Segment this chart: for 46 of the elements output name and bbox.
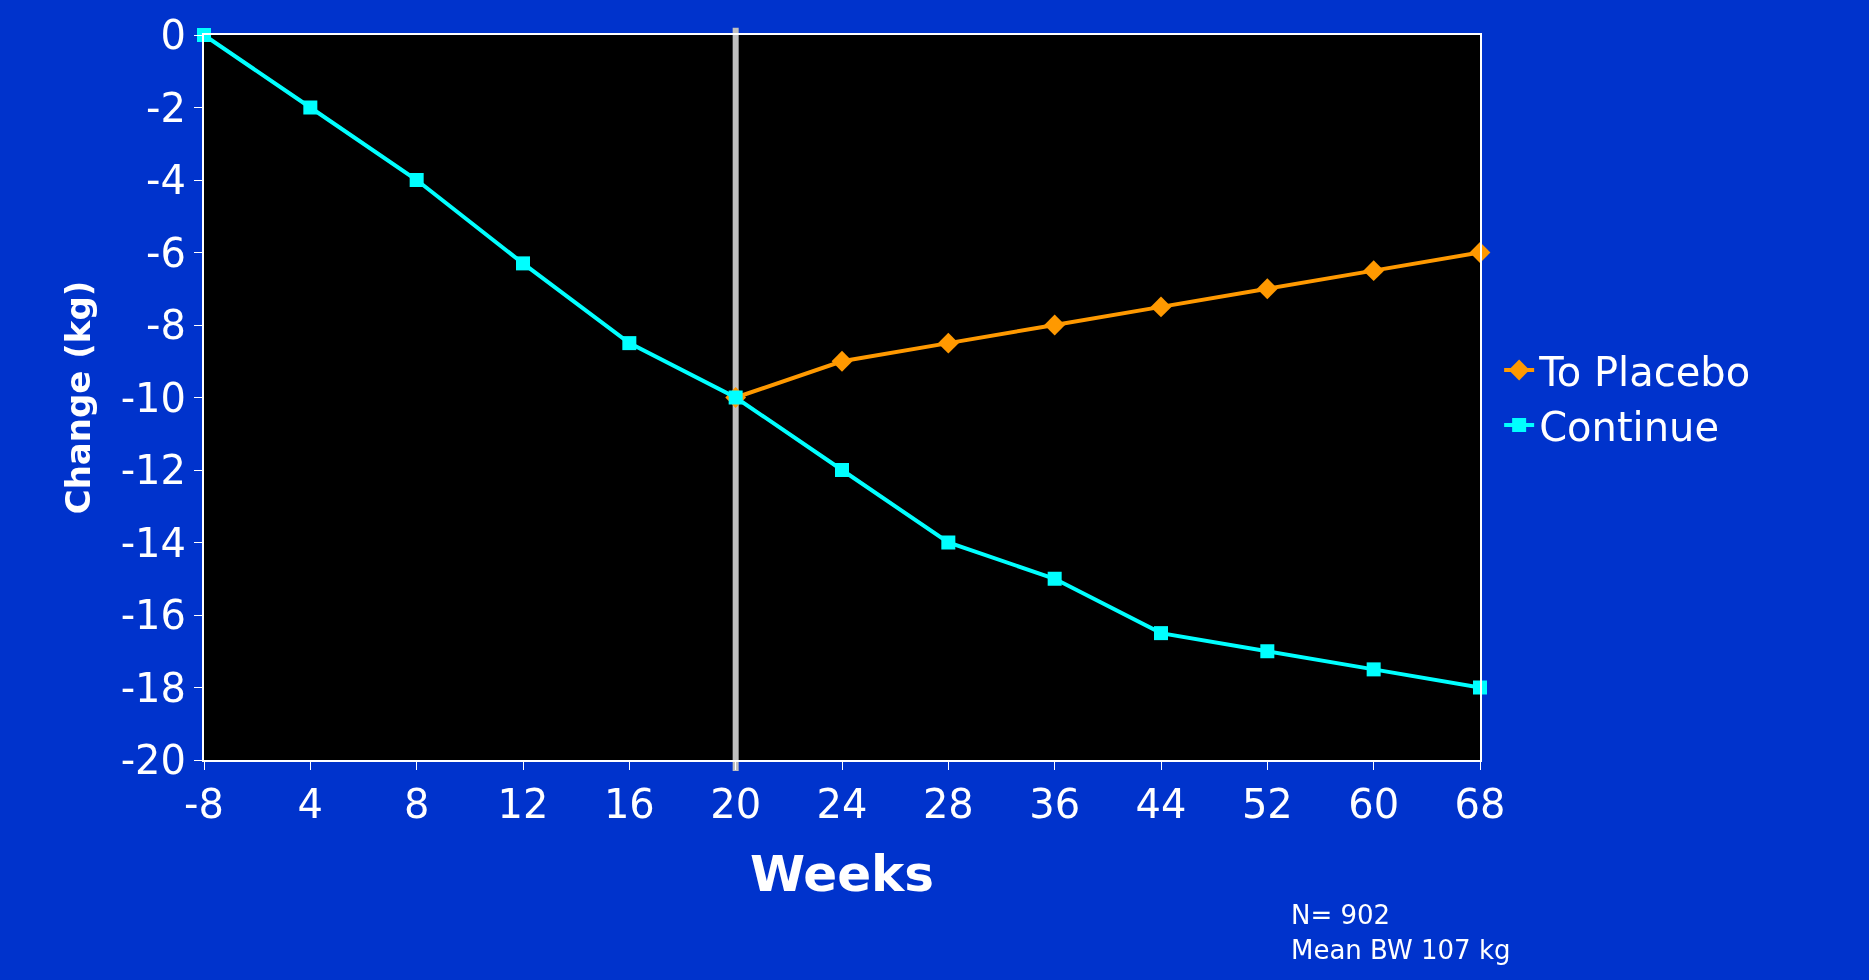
- point: [835, 463, 849, 477]
- y-tick-label: 0: [160, 12, 186, 58]
- x-axis-title: Weeks: [749, 845, 935, 903]
- y-tick-label: -20: [120, 737, 186, 783]
- y-tick-label: -18: [120, 664, 186, 711]
- x-tick-label: 8: [403, 781, 430, 827]
- y-tick-label: -2: [146, 84, 186, 131]
- y-tick-label: -8: [146, 302, 186, 348]
- y-tick-label: -4: [146, 157, 186, 203]
- x-tick-label: 44: [1135, 781, 1187, 827]
- x-tick-label: 12: [497, 781, 549, 827]
- point: [1363, 260, 1385, 282]
- x-tick-label: 16: [603, 781, 655, 827]
- x-tick-label: 36: [1029, 781, 1081, 827]
- legend-label: To Placebo: [1538, 348, 1751, 395]
- point: [1256, 278, 1278, 300]
- x-tick-label: 60: [1348, 781, 1400, 827]
- y-tick-label: -10: [120, 374, 186, 421]
- point: [1260, 644, 1275, 659]
- point: [831, 350, 853, 372]
- point: [516, 256, 530, 271]
- legend-label: Continue: [1539, 403, 1720, 450]
- y-tick-label: -14: [120, 519, 186, 566]
- y-tick-label: -16: [120, 592, 186, 638]
- x-tick-label: 68: [1454, 781, 1506, 827]
- y-axis-title: Change (kg): [57, 280, 98, 515]
- text: N= 902: [1291, 900, 1391, 930]
- point: [303, 100, 318, 115]
- x-tick-label: -8: [184, 781, 224, 827]
- y-tick-label: -12: [120, 447, 186, 493]
- x-tick-label: 24: [816, 781, 868, 827]
- point: [622, 336, 637, 351]
- x-tick-label: 52: [1241, 781, 1293, 827]
- y-tick-label: -6: [146, 229, 186, 276]
- point: [941, 535, 956, 550]
- point: [1047, 571, 1062, 586]
- x-tick-label: 4: [297, 781, 324, 827]
- point: [1154, 626, 1168, 641]
- x-tick-label: 28: [922, 781, 974, 827]
- text: Mean BW 107 kg: [1291, 935, 1511, 965]
- point: [1150, 296, 1172, 318]
- point: [409, 173, 424, 187]
- x-tick-label: 20: [710, 781, 762, 827]
- point: [937, 332, 959, 354]
- point: [1366, 662, 1381, 677]
- point: [1044, 314, 1066, 336]
